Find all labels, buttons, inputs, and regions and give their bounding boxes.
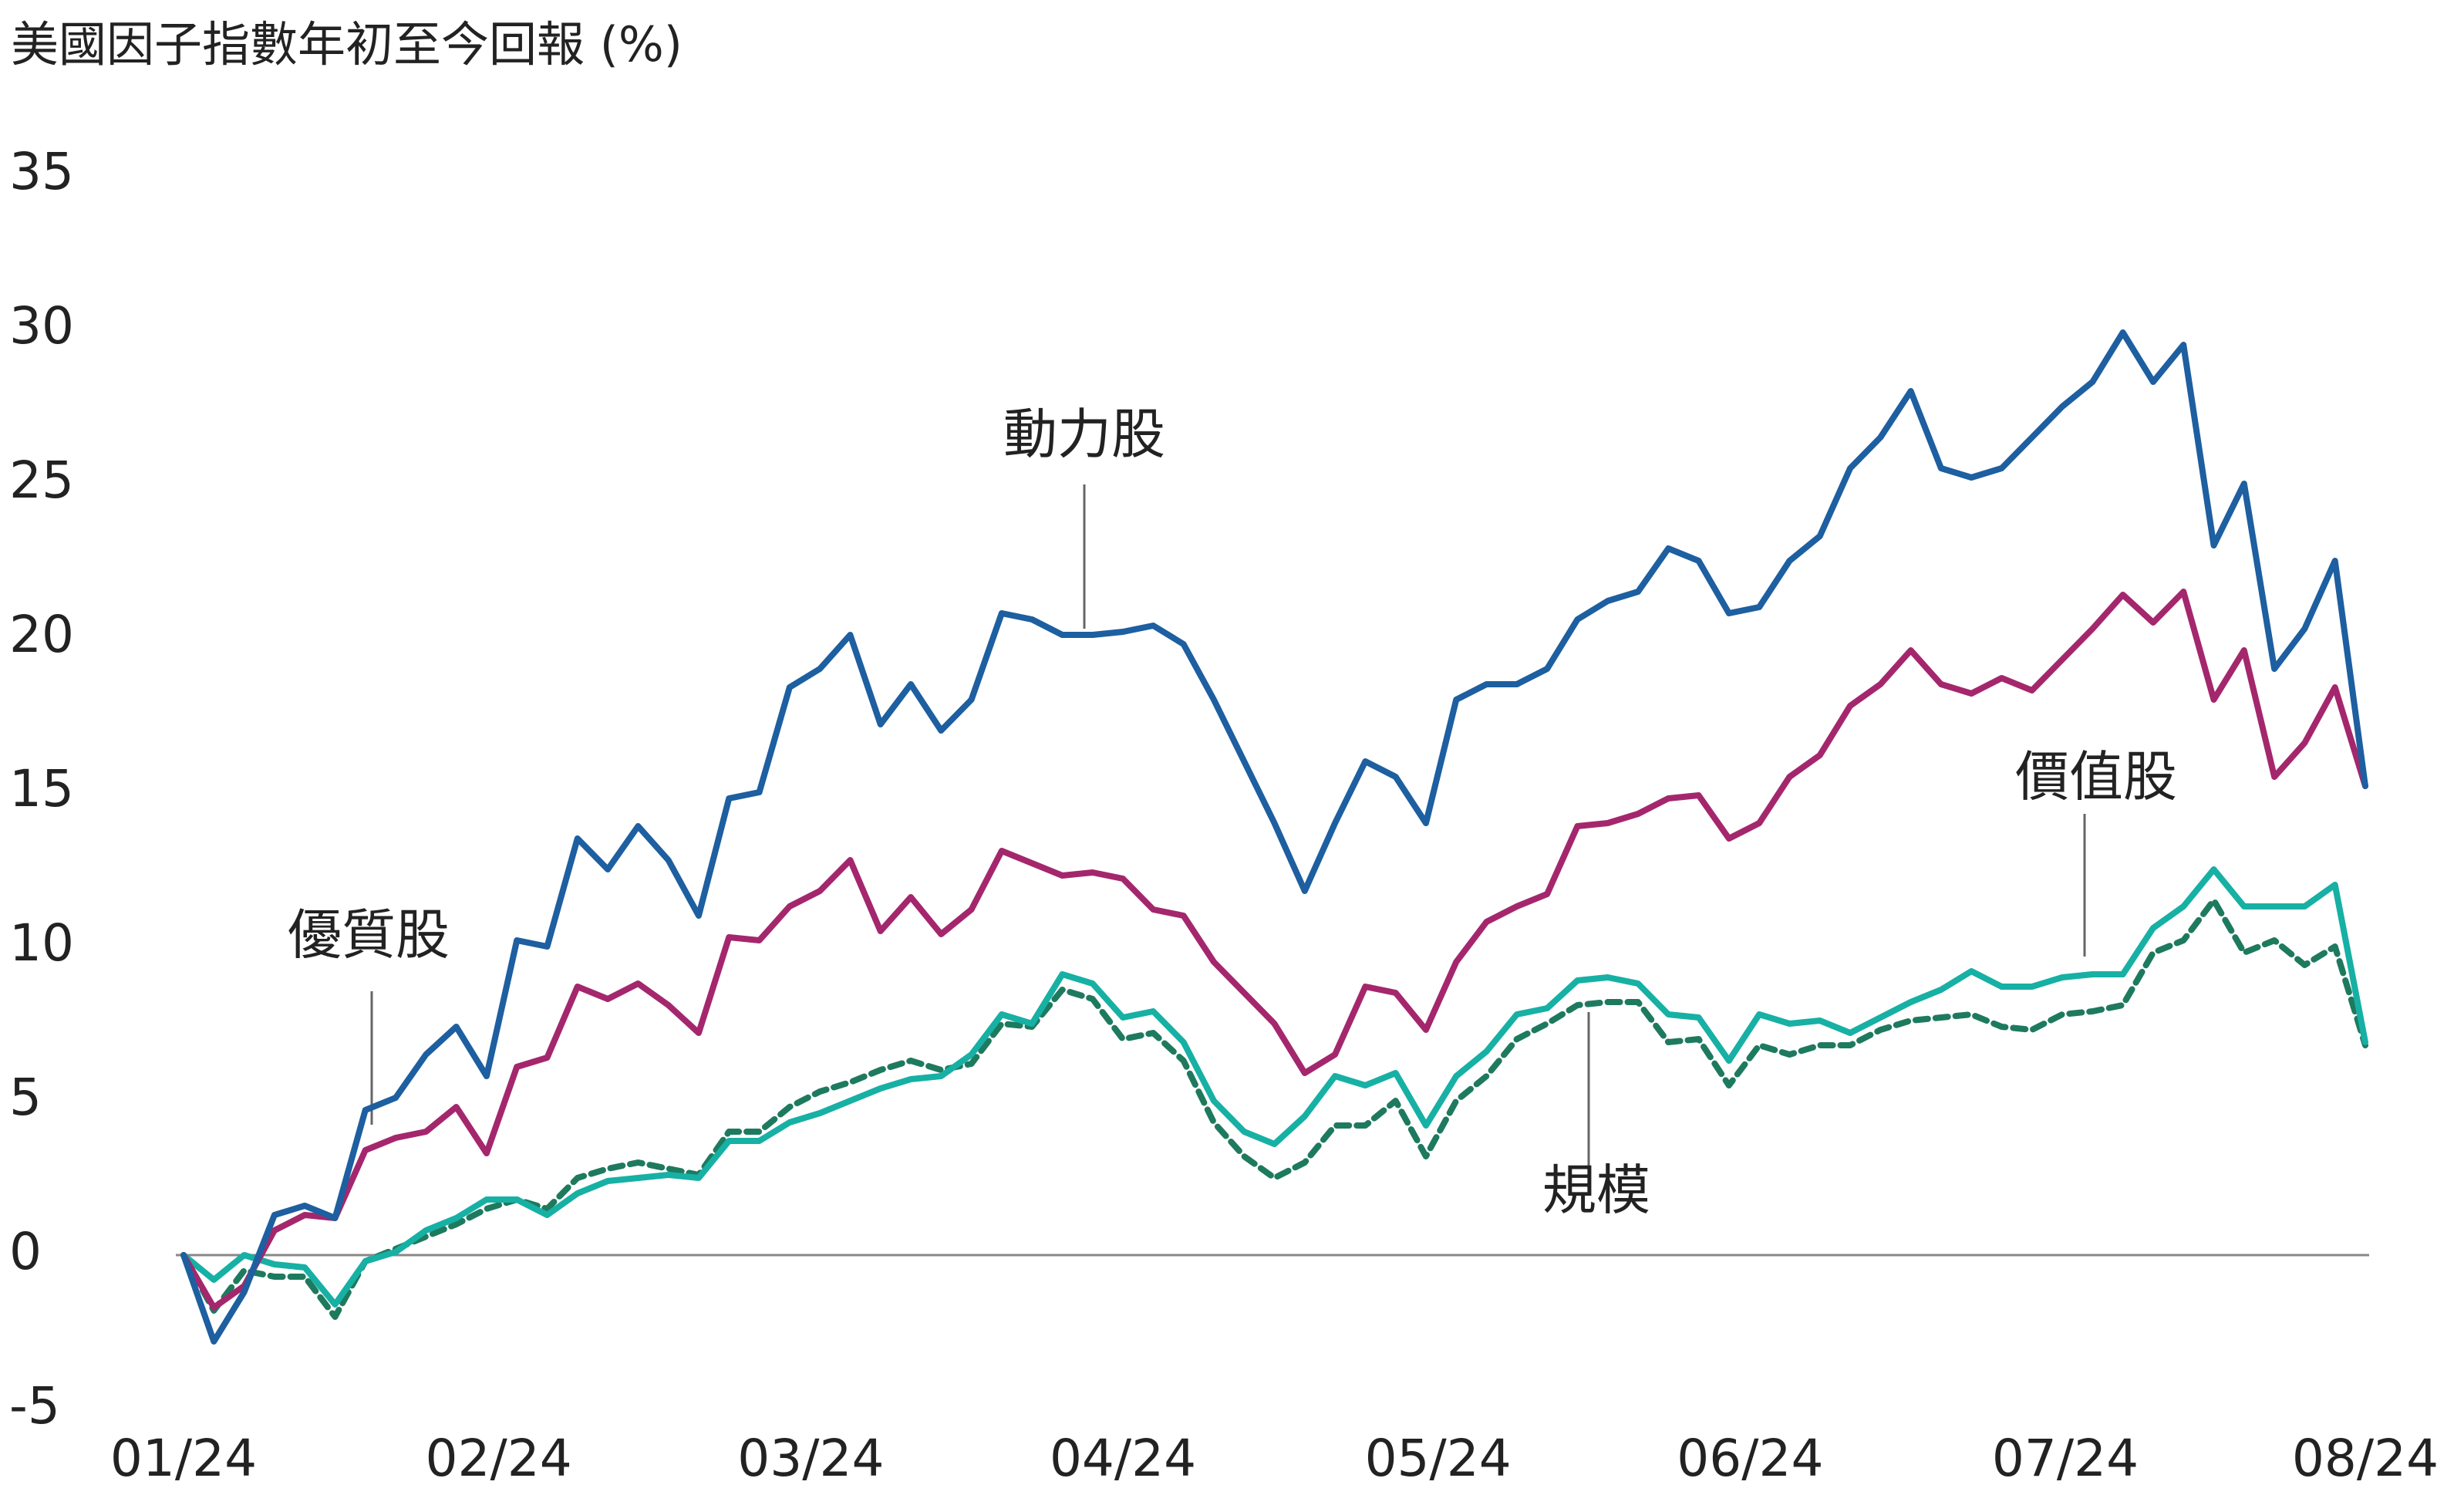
- series-label: 優質股: [288, 903, 450, 967]
- series-label: 規模: [1542, 1159, 1650, 1222]
- y-tick-label: -5: [9, 1376, 60, 1436]
- y-tick-label: 30: [9, 296, 74, 356]
- y-tick-label: 0: [9, 1222, 42, 1281]
- x-tick-label: 04/24: [1050, 1429, 1196, 1488]
- series-line: [180, 589, 2368, 1311]
- y-tick-label: 10: [9, 913, 74, 973]
- chart-title: 美國因子指數年初至今回報 (%): [11, 16, 683, 73]
- x-tick-label: 01/24: [110, 1429, 257, 1488]
- x-tick-label: 03/24: [737, 1429, 884, 1488]
- x-tick-label: 08/24: [2292, 1429, 2439, 1488]
- series-line: [180, 866, 2368, 1308]
- y-tick-label: 15: [9, 759, 74, 818]
- series-line: [180, 897, 2368, 1320]
- y-tick-label: 5: [9, 1068, 42, 1127]
- series-line: [180, 329, 2368, 1345]
- series-label: 價值股: [2015, 745, 2177, 808]
- x-tick-label: 06/24: [1677, 1429, 1823, 1488]
- y-tick-label: 20: [9, 605, 74, 664]
- x-tick-label: 05/24: [1365, 1429, 1512, 1488]
- x-tick-label: 02/24: [426, 1429, 572, 1488]
- y-tick-label: 25: [9, 451, 74, 510]
- y-tick-label: 35: [9, 142, 74, 201]
- series-label: 動力股: [1003, 403, 1165, 466]
- x-tick-label: 07/24: [1992, 1429, 2139, 1488]
